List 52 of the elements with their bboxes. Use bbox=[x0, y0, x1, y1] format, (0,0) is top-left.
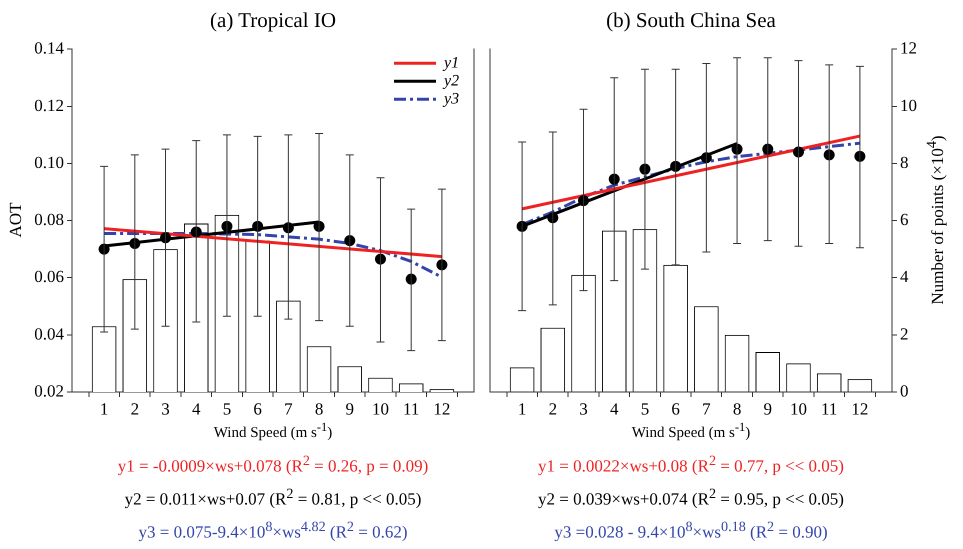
x-tick-label: 5 bbox=[222, 400, 232, 419]
legend-label: y2 bbox=[442, 72, 460, 90]
text: y2 = 0.011×ws+0.07 (R$^{2}$ = 0.81, p << 0.05) bbox=[124, 486, 422, 510]
y2-tick-label: 6 bbox=[900, 210, 908, 230]
y2-tick-label: 2 bbox=[900, 324, 908, 344]
y-axis-title: AOT bbox=[6, 202, 26, 238]
x-tick-label: 7 bbox=[284, 400, 294, 419]
x-tick-label: 4 bbox=[192, 400, 201, 419]
text: y3 =0.028 - 9.4×10$^{8}$×ws$^{0.18}$ (R$^{2}$ = 0.90) bbox=[553, 519, 829, 543]
x-tick-label: 6 bbox=[253, 400, 262, 419]
y-tick-label: 0.02 bbox=[34, 381, 64, 400]
x-tick-label: 7 bbox=[702, 400, 712, 419]
x-tick-label: 10 bbox=[372, 400, 389, 419]
x-axis-title: Wind Speed (m s$^{-1}$) bbox=[212, 420, 334, 442]
x-tick-label: 11 bbox=[821, 400, 838, 419]
y-tick-label: 0.08 bbox=[34, 210, 64, 230]
x-axis-title: Wind Speed (m s$^{-1}$) bbox=[630, 420, 752, 442]
chart-title: (b) South China Sea bbox=[605, 8, 777, 33]
y-tick-label: 0.06 bbox=[34, 267, 64, 286]
y2-tick-label: 4 bbox=[900, 267, 909, 286]
y-tick-label: 0.04 bbox=[34, 324, 64, 344]
x-tick-label: 3 bbox=[579, 400, 588, 419]
y2-tick-label: 10 bbox=[900, 96, 917, 115]
text: y3 = 0.075-9.4×10$^{8}$×ws$^{4.82}$ (R$^{2}$ = 0.62) bbox=[137, 519, 408, 543]
y2-tick-label: 8 bbox=[900, 152, 908, 172]
x-tick-label: 4 bbox=[610, 400, 619, 419]
y-tick-label: 0.10 bbox=[34, 152, 64, 172]
y-tick-label: 0.12 bbox=[34, 96, 64, 115]
x-tick-label: 9 bbox=[346, 400, 354, 419]
y-tick-label: 0.14 bbox=[34, 38, 64, 58]
x-tick-label: 1 bbox=[518, 400, 526, 419]
text: y2 = 0.039×ws+0.074 (R$^{2}$ = 0.95, p << 0.05) bbox=[537, 486, 845, 510]
x-tick-label: 11 bbox=[403, 400, 420, 419]
x-tick-label: 12 bbox=[433, 400, 450, 419]
x-tick-label: 1 bbox=[100, 400, 108, 419]
text: y1 = 0.0022×ws+0.08 (R$^{2}$ = 0.77, p << 0.05) bbox=[537, 453, 845, 477]
x-tick-label: 8 bbox=[732, 400, 742, 419]
x-tick-label: 12 bbox=[851, 400, 868, 419]
legend-label: y3 bbox=[442, 90, 460, 108]
x-tick-label: 9 bbox=[764, 400, 772, 419]
x-tick-label: 3 bbox=[161, 400, 170, 419]
legend-label: y1 bbox=[442, 54, 460, 72]
x-tick-label: 10 bbox=[790, 400, 807, 419]
y2-tick-label: 12 bbox=[900, 38, 917, 58]
x-tick-label: 8 bbox=[314, 400, 324, 419]
x-tick-label: 2 bbox=[130, 400, 140, 419]
y2-tick-label: 0 bbox=[900, 381, 908, 400]
x-tick-label: 5 bbox=[640, 400, 650, 419]
chart-title: (a) Tropical IO bbox=[209, 8, 337, 33]
x-tick-label: 2 bbox=[548, 400, 558, 419]
x-tick-label: 6 bbox=[671, 400, 680, 419]
text: y1 = -0.0009×ws+0.078 (R$^{2}$ = 0.26, p = 0.09) bbox=[116, 453, 430, 477]
